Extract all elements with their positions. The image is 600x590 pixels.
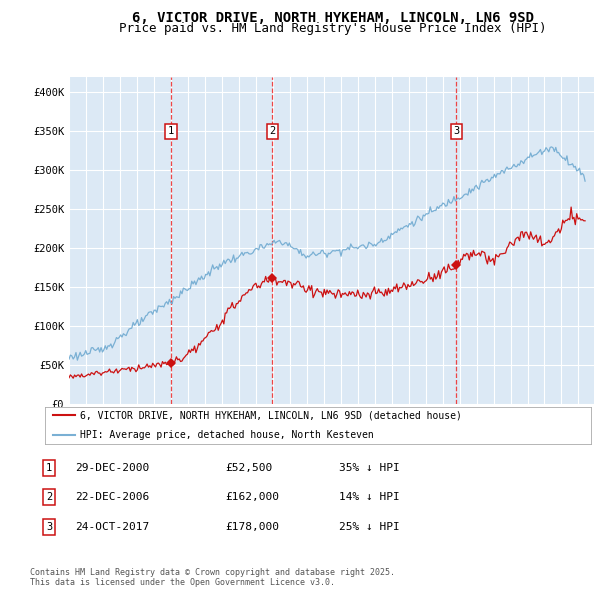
Text: 2: 2 bbox=[46, 493, 52, 502]
Text: £162,000: £162,000 bbox=[225, 493, 279, 502]
Text: 1: 1 bbox=[167, 126, 174, 136]
Text: 35% ↓ HPI: 35% ↓ HPI bbox=[339, 463, 400, 473]
Text: 24-OCT-2017: 24-OCT-2017 bbox=[75, 522, 149, 532]
Text: 29-DEC-2000: 29-DEC-2000 bbox=[75, 463, 149, 473]
Text: 3: 3 bbox=[46, 522, 52, 532]
Text: 25% ↓ HPI: 25% ↓ HPI bbox=[339, 522, 400, 532]
Text: Contains HM Land Registry data © Crown copyright and database right 2025.
This d: Contains HM Land Registry data © Crown c… bbox=[30, 568, 395, 587]
Text: 6, VICTOR DRIVE, NORTH HYKEHAM, LINCOLN, LN6 9SD (detached house): 6, VICTOR DRIVE, NORTH HYKEHAM, LINCOLN,… bbox=[80, 410, 463, 420]
Text: 1: 1 bbox=[46, 463, 52, 473]
Text: 22-DEC-2006: 22-DEC-2006 bbox=[75, 493, 149, 502]
Text: 3: 3 bbox=[453, 126, 460, 136]
Text: £178,000: £178,000 bbox=[225, 522, 279, 532]
Text: 6, VICTOR DRIVE, NORTH HYKEHAM, LINCOLN, LN6 9SD: 6, VICTOR DRIVE, NORTH HYKEHAM, LINCOLN,… bbox=[132, 11, 534, 25]
Text: £52,500: £52,500 bbox=[225, 463, 272, 473]
Text: Price paid vs. HM Land Registry's House Price Index (HPI): Price paid vs. HM Land Registry's House … bbox=[119, 22, 547, 35]
Text: 2: 2 bbox=[269, 126, 275, 136]
Text: HPI: Average price, detached house, North Kesteven: HPI: Average price, detached house, Nort… bbox=[80, 430, 374, 440]
Text: 14% ↓ HPI: 14% ↓ HPI bbox=[339, 493, 400, 502]
